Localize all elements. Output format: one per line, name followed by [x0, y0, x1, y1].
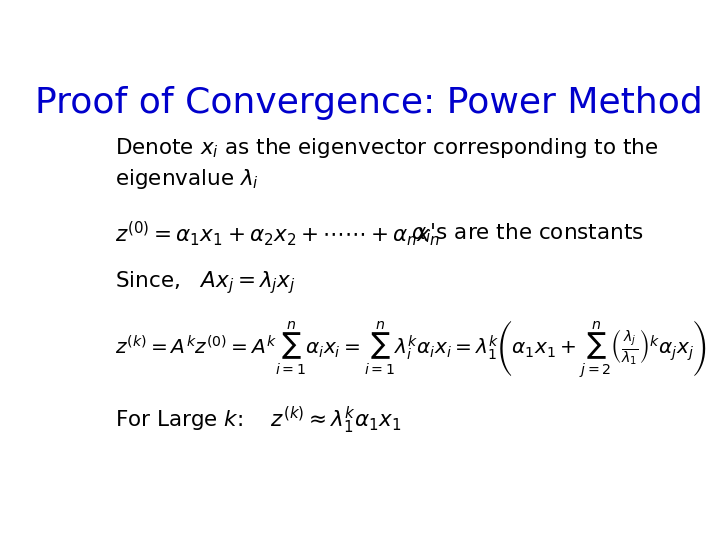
Text: $z^{(k)} = A^k z^{(0)} = A^k \sum_{i=1}^{n} \alpha_i x_i = \sum_{i=1}^{n} \lambd: $z^{(k)} = A^k z^{(0)} = A^k \sum_{i=1}^… [115, 319, 707, 380]
Text: $z^{(0)} = \alpha_1 x_1 + \alpha_2 x_2 + \cdots\cdots + \alpha_n x_n$: $z^{(0)} = \alpha_1 x_1 + \alpha_2 x_2 +… [115, 219, 440, 248]
Text: eigenvalue $\lambda_i$: eigenvalue $\lambda_i$ [115, 167, 259, 191]
Text: For Large $k$:    $z^{(k)} \approx \lambda_1^k \alpha_1 x_1$: For Large $k$: $z^{(k)} \approx \lambda_… [115, 404, 402, 436]
Text: Proof of Convergence: Power Method: Proof of Convergence: Power Method [35, 85, 703, 119]
Text: $\alpha_i$'s are the constants: $\alpha_i$'s are the constants [411, 221, 644, 245]
Text: Denote $x_i$ as the eigenvector corresponding to the: Denote $x_i$ as the eigenvector correspo… [115, 136, 658, 160]
Text: Since,   $Ax_j = \lambda_j x_j$: Since, $Ax_j = \lambda_j x_j$ [115, 269, 296, 296]
